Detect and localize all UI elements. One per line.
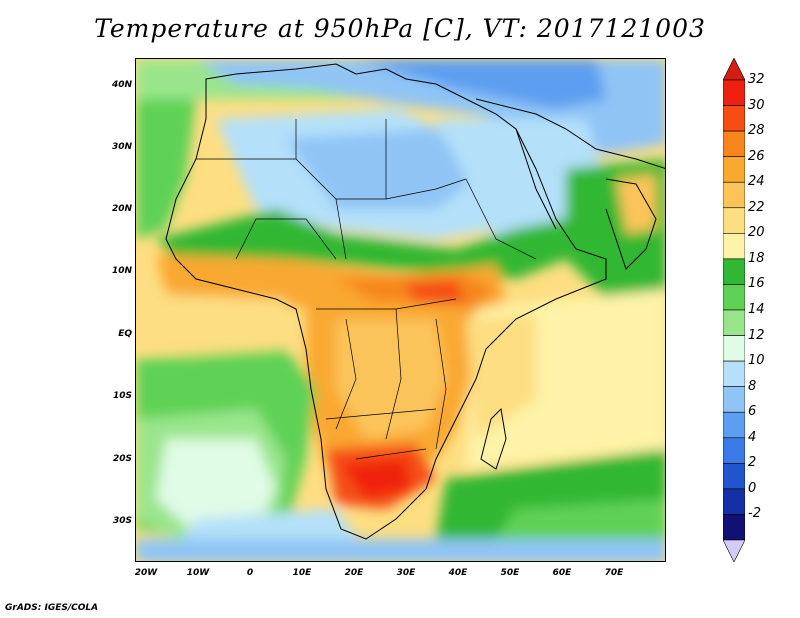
map-title: Temperature at 950hPa [C], VT: 201712100… [94,14,706,43]
country-borders [196,119,537,460]
lat-label-10s: 10S [112,391,132,401]
colorbar-swatch [723,386,745,413]
colorbar-tick-label: 30 [748,97,765,113]
colorbar-swatch [723,130,745,157]
colorbar-swatch [723,514,745,541]
colorbar [723,58,745,562]
colorbar-bottom-triangle [723,539,745,562]
colorbar-tick-label: 12 [748,327,765,343]
footer-credit: GrADS: IGES/COLA [5,603,99,613]
colorbar-tick-label: 2 [748,455,757,471]
colorbar-swatch [723,463,745,490]
colorbar-tick-label: 8 [748,378,757,394]
lon-label-50e: 50E [500,568,520,578]
colorbar-swatch [723,181,745,209]
colorbar-top-triangle [723,58,745,81]
colorbar-tick-label: 14 [748,302,765,317]
colorbar-swatch [723,105,745,132]
colorbar-tick-label: 0 [748,480,757,496]
lat-label-20n: 20N [111,204,132,214]
lat-label-30n: 30N [111,142,132,152]
colorbar-swatch [723,309,745,336]
colorbar-tick-label: 32 [748,72,765,87]
colorbar-swatch [723,258,745,285]
lon-label-20w: 20W [134,568,158,578]
lat-label-20s: 20S [112,454,132,464]
colorbar-tick-label: 22 [748,199,765,215]
lon-label-70e: 70E [604,568,624,578]
colorbar-tick-label: 4 [748,429,757,445]
colorbar-swatch [723,437,745,464]
lon-label-30e: 30E [396,568,416,578]
colorbar-swatch [723,488,745,515]
colorbar-tick-label: 24 [748,174,765,190]
colorbar-swatch [723,360,745,387]
lon-label-40e: 40E [448,568,468,578]
colorbar-swatch [723,156,745,183]
colorbar-tick-label: 26 [748,148,765,164]
lat-label-30s: 30S [112,516,132,526]
lat-label-eq: EQ [118,329,132,339]
lat-label-40n: 40N [111,80,132,90]
colorbar-tick-label: 10 [748,353,765,369]
colorbar-tick-label: 20 [748,225,765,241]
lon-label-0: 0 [246,568,254,578]
colorbar-swatch [723,335,745,362]
lon-label-10w: 10W [186,568,210,578]
colorbar-swatch [723,79,745,106]
colorbar-swatch [723,411,745,439]
lon-label-60e: 60E [552,568,572,578]
lon-label-20e: 20E [344,568,364,578]
colorbar-tick-label: 6 [748,404,757,420]
coastlines [165,63,665,540]
lat-label-10n: 10N [111,266,132,276]
colorbar-swatch [723,233,745,260]
colorbar-swatch [723,207,745,234]
map-image [136,59,665,561]
colorbar-tick-label: -2 [748,506,761,522]
colorbar-tick-label: 16 [748,276,765,292]
lon-label-10e: 10E [292,568,312,578]
temperature-map [135,58,666,562]
colorbar-swatch [723,284,745,311]
colorbar-tick-label: 18 [748,250,765,266]
colorbar-tick-label: 28 [748,123,765,139]
